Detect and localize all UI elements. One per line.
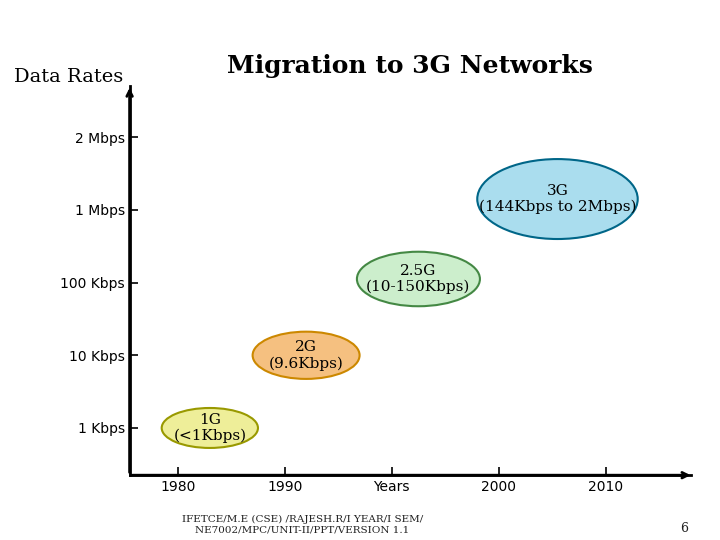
Text: 3G
(144Kbps to 2Mbps): 3G (144Kbps to 2Mbps): [479, 184, 636, 214]
Ellipse shape: [253, 332, 359, 379]
Ellipse shape: [162, 408, 258, 448]
Text: 6: 6: [680, 522, 688, 535]
Ellipse shape: [357, 252, 480, 306]
Text: 1G
(<1Kbps): 1G (<1Kbps): [174, 413, 246, 443]
Text: Data Rates: Data Rates: [14, 69, 124, 86]
Text: 2.5G
(10-150Kbps): 2.5G (10-150Kbps): [366, 264, 471, 294]
Ellipse shape: [477, 159, 638, 239]
Text: 2G
(9.6Kbps): 2G (9.6Kbps): [269, 340, 343, 370]
Title: Migration to 3G Networks: Migration to 3G Networks: [228, 53, 593, 78]
Text: IFETCE/M.E (CSE) /RAJESH.R/I YEAR/I SEM/
NE7002/MPC/UNIT-II/PPT/VERSION 1.1: IFETCE/M.E (CSE) /RAJESH.R/I YEAR/I SEM/…: [181, 515, 423, 535]
